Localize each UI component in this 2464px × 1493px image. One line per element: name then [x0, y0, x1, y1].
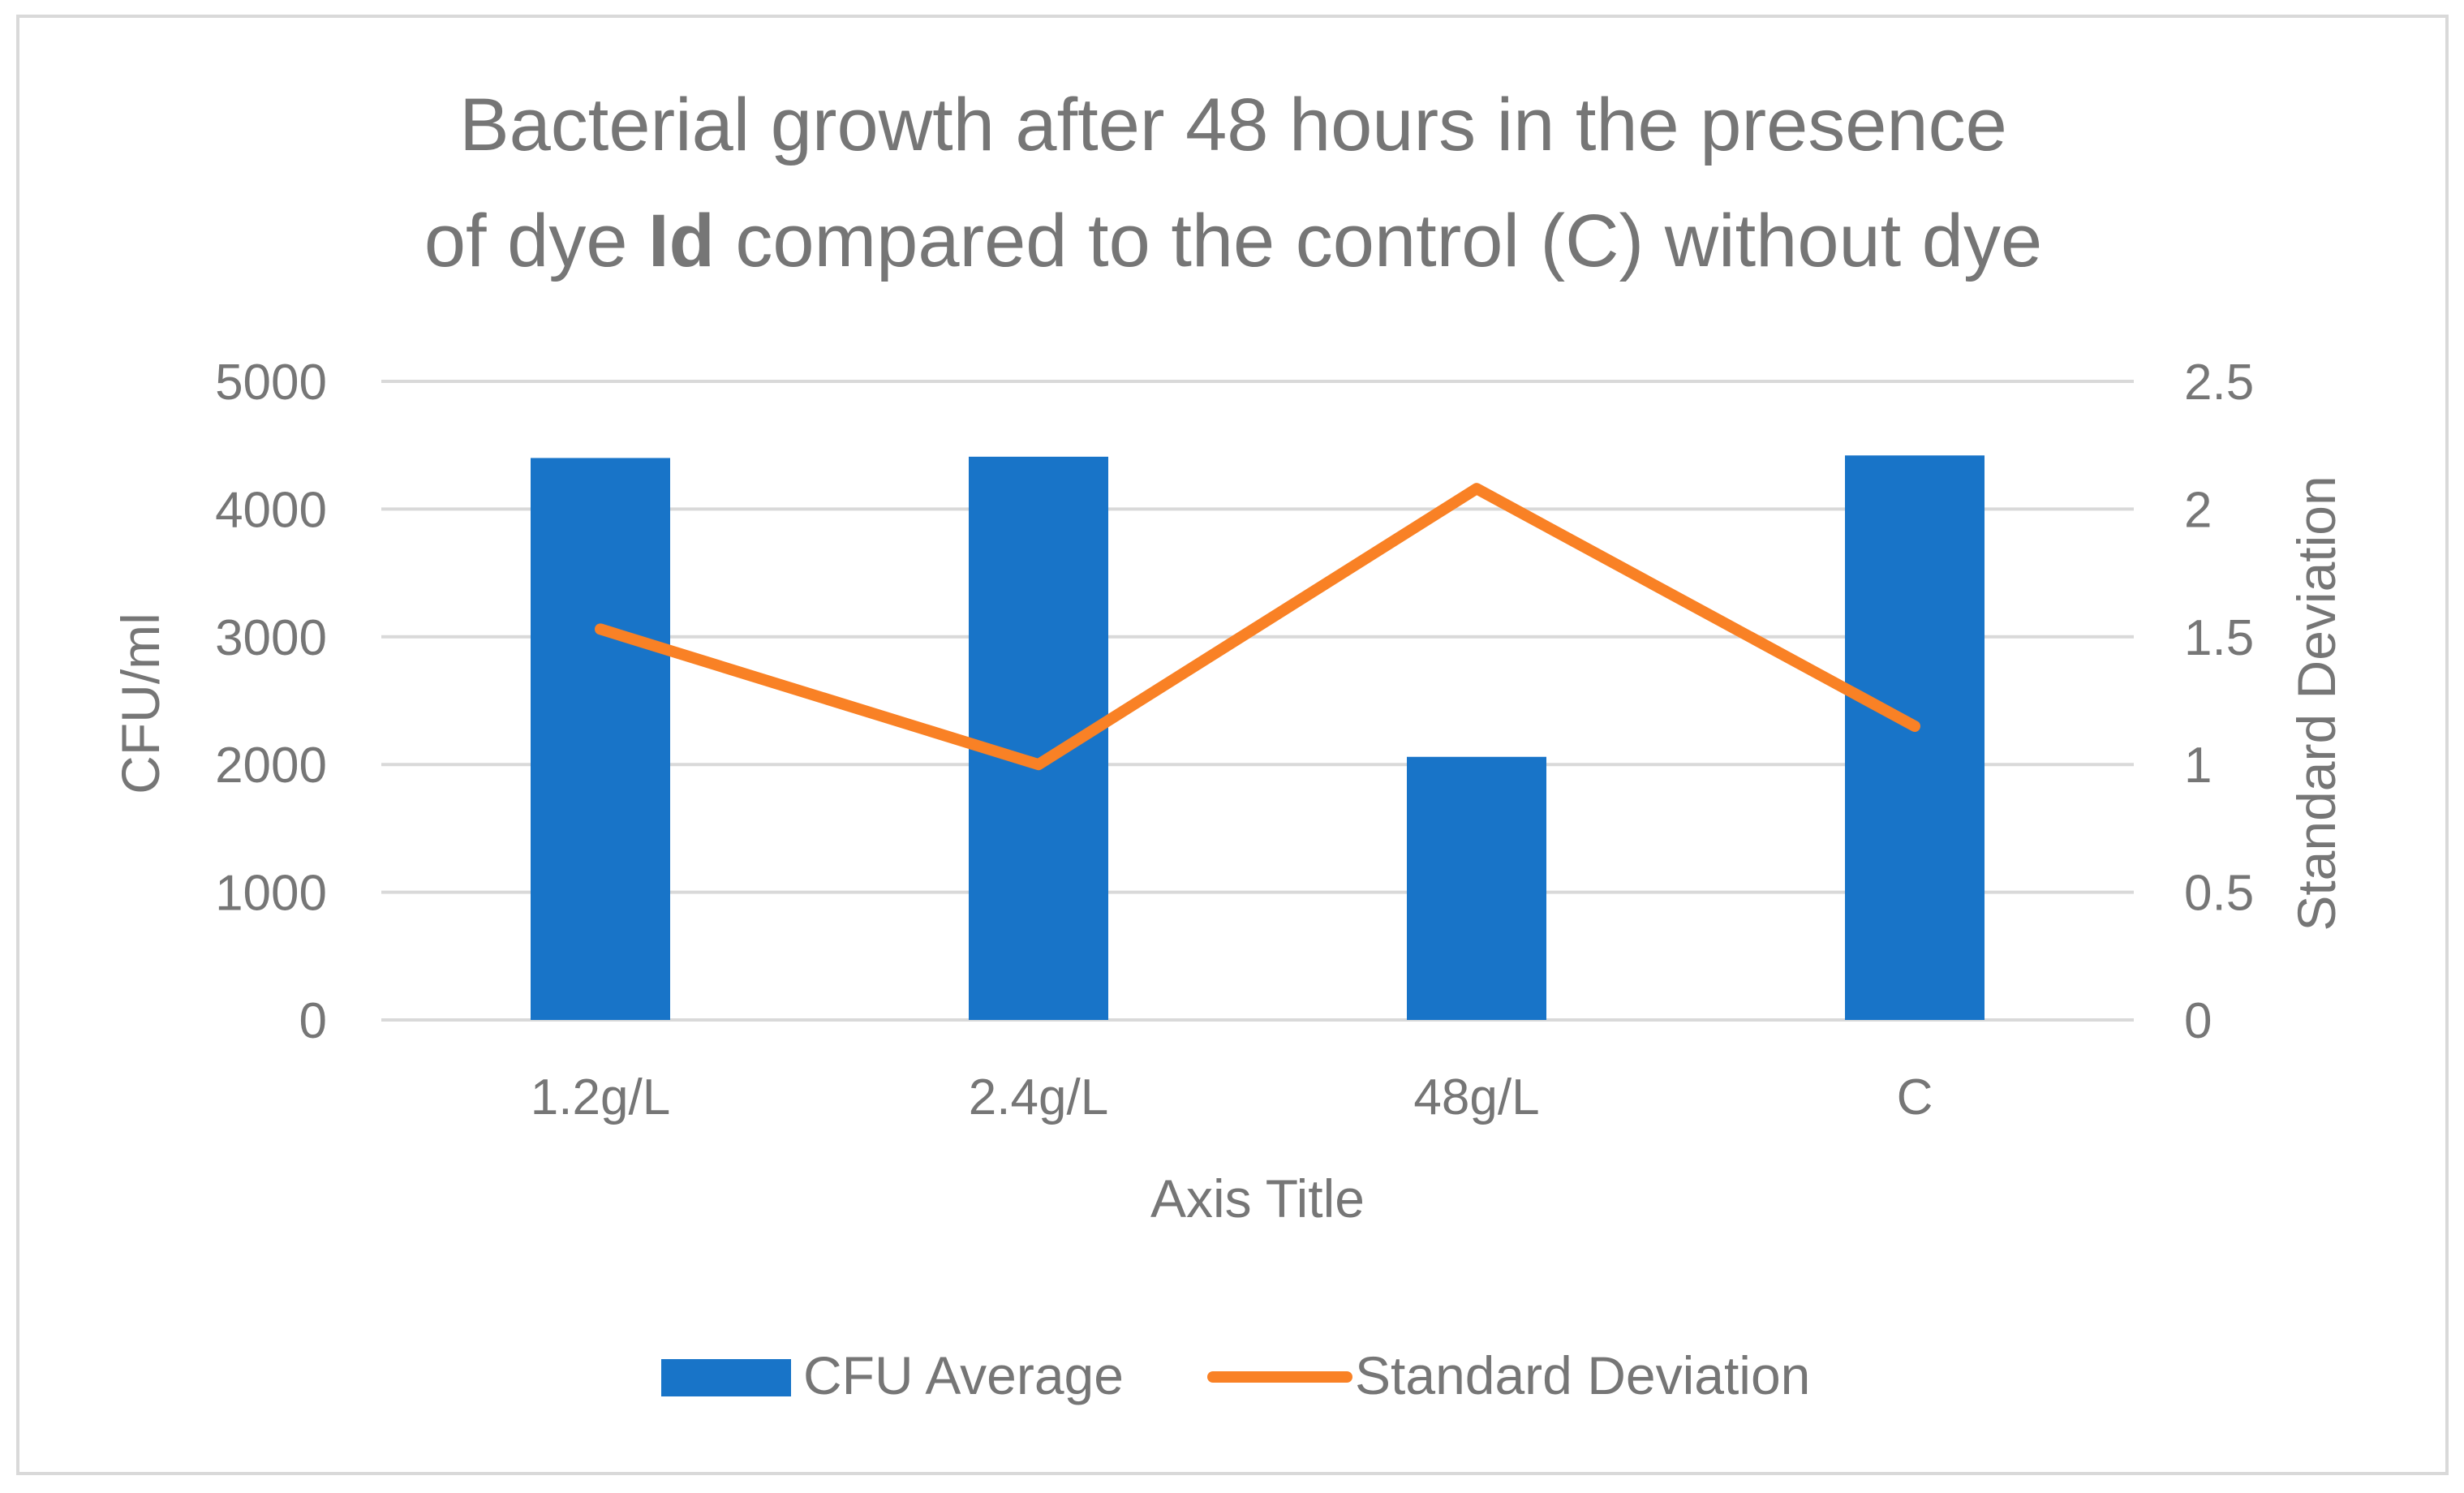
left-axis-tick-label: 2000 [215, 738, 327, 794]
bar [1407, 756, 1546, 1020]
chart-title-line-2: of dye Id compared to the control (C) wi… [424, 200, 2042, 282]
chart-title-suffix: compared to the control (C) without dye [715, 200, 2042, 282]
x-axis-tick-label: 1.2g/L [531, 1069, 670, 1125]
gridlines [381, 380, 2134, 1022]
x-axis-tick-label: C [1897, 1069, 1933, 1125]
line-series [595, 483, 1920, 771]
left-axis-title: CFU/ml [110, 613, 170, 794]
right-axis-tick-label: 1 [2184, 738, 2212, 794]
left-axis-tick-label: 1000 [215, 866, 327, 922]
right-axis-tick-label: 2.5 [2184, 355, 2254, 411]
bar [1845, 455, 1985, 1020]
legend-label-cfu-average: CFU Average [803, 1345, 1124, 1405]
right-axis-tick-label: 2 [2184, 482, 2212, 538]
left-axis-tick-label: 0 [299, 993, 327, 1049]
right-axis-title: Standard Deviation [2286, 475, 2346, 931]
left-axis-tick-label: 4000 [215, 482, 327, 538]
right-axis-tick-label: 1.5 [2184, 610, 2254, 666]
right-axis-tick-label: 0.5 [2184, 866, 2254, 922]
legend-swatch-cfu-average [661, 1359, 791, 1396]
right-axis-ticks: 0 0.5 1 1.5 2 2.5 [2184, 355, 2254, 1049]
left-axis-ticks: 0 1000 2000 3000 4000 5000 [215, 355, 327, 1049]
bar [531, 458, 670, 1020]
left-axis-tick-label: 5000 [215, 355, 327, 411]
chart-title-line-1: Bacterial growth after 48 hours in the p… [459, 84, 2007, 166]
right-axis-tick-label: 0 [2184, 993, 2212, 1049]
x-axis-ticks: 1.2g/L 2.4g/L 48g/L C [531, 1069, 1933, 1125]
x-axis-title: Axis Title [1150, 1168, 1365, 1228]
series-line-standard-deviation [595, 483, 1920, 771]
legend-label-standard-deviation: Standard Deviation [1355, 1345, 1810, 1405]
legend: CFU Average Standard Deviation [661, 1345, 1810, 1405]
x-axis-tick-label: 2.4g/L [969, 1069, 1108, 1125]
chart-title-prefix: of dye [424, 200, 648, 282]
bar-series [531, 455, 1985, 1020]
left-axis-tick-label: 3000 [215, 610, 327, 666]
chart-title-bold: Id [648, 200, 715, 282]
x-axis-tick-label: 48g/L [1413, 1069, 1539, 1125]
chart-border [16, 15, 2449, 1475]
